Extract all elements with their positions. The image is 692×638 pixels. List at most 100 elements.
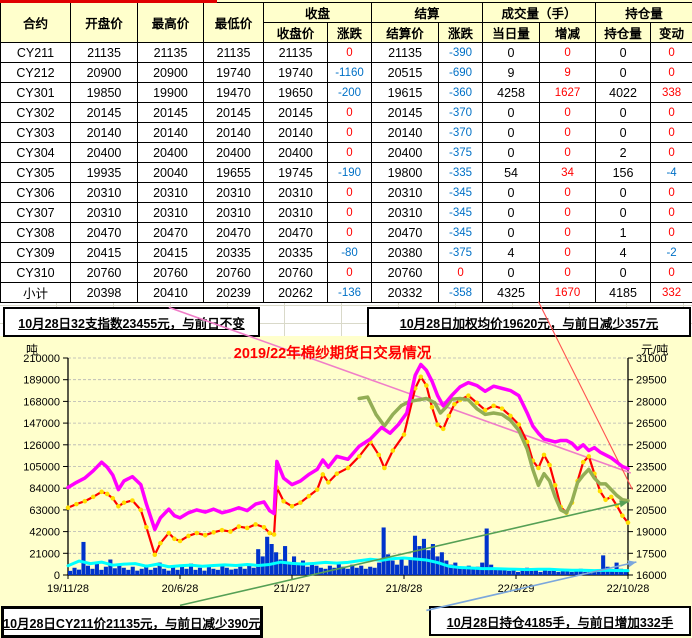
settle-cell[interactable]: 19800: [372, 163, 439, 183]
high-cell[interactable]: 20310: [138, 183, 204, 203]
volume-cell[interactable]: 0: [483, 203, 540, 223]
low-cell[interactable]: 20335: [204, 243, 264, 263]
col-header-volume-chg[interactable]: 增减: [540, 23, 596, 43]
low-cell[interactable]: 19470: [204, 83, 264, 103]
oi-chg-cell[interactable]: 0: [651, 63, 692, 83]
high-cell[interactable]: 20760: [138, 263, 204, 283]
contract-cell[interactable]: CY307: [1, 203, 71, 223]
oi-chg-cell[interactable]: -2: [651, 243, 692, 263]
close-cell[interactable]: 19745: [264, 163, 328, 183]
close-cell[interactable]: 19740: [264, 63, 328, 83]
settle-cell[interactable]: 20400: [372, 143, 439, 163]
open-cell[interactable]: 20760: [71, 263, 138, 283]
settle-cell[interactable]: 20310: [372, 203, 439, 223]
close-chg-cell[interactable]: 0: [328, 183, 372, 203]
close-cell[interactable]: 20760: [264, 263, 328, 283]
col-group-volume[interactable]: 成交量（手）: [483, 3, 596, 23]
volume-cell[interactable]: 54: [483, 163, 540, 183]
cy211-price-note-box[interactable]: 10月28日CY211价21135元，与前日减少390元: [1, 606, 263, 638]
oi-chg-cell[interactable]: 0: [651, 103, 692, 123]
oi-chg-cell[interactable]: 0: [651, 183, 692, 203]
close-cell[interactable]: 20310: [264, 183, 328, 203]
close-chg-cell[interactable]: -200: [328, 83, 372, 103]
oi-cell[interactable]: 0: [596, 263, 651, 283]
volume-chg-cell[interactable]: 0: [540, 263, 596, 283]
col-header-low[interactable]: 最低价: [204, 3, 264, 43]
volume-cell[interactable]: 0: [483, 43, 540, 63]
contract-cell[interactable]: CY302: [1, 103, 71, 123]
open-cell[interactable]: 20310: [71, 203, 138, 223]
open-cell[interactable]: 20900: [71, 63, 138, 83]
high-cell[interactable]: 20415: [138, 243, 204, 263]
volume-cell[interactable]: 0: [483, 103, 540, 123]
open-cell[interactable]: 20398: [71, 283, 138, 303]
settle-cell[interactable]: 20332: [372, 283, 439, 303]
close-chg-cell[interactable]: -190: [328, 163, 372, 183]
open-cell[interactable]: 20145: [71, 103, 138, 123]
contract-cell[interactable]: CY310: [1, 263, 71, 283]
volume-chg-cell[interactable]: 1627: [540, 83, 596, 103]
settle-chg-cell[interactable]: -390: [439, 43, 483, 63]
high-cell[interactable]: 20140: [138, 123, 204, 143]
settle-cell[interactable]: 20380: [372, 243, 439, 263]
volume-chg-cell[interactable]: 0: [540, 203, 596, 223]
oi-chg-cell[interactable]: -4: [651, 163, 692, 183]
high-cell[interactable]: 20400: [138, 143, 204, 163]
col-group-settle[interactable]: 结算: [372, 3, 483, 23]
close-chg-cell[interactable]: 0: [328, 143, 372, 163]
settle-cell[interactable]: 20760: [372, 263, 439, 283]
col-header-oi-chg[interactable]: 变动: [651, 23, 692, 43]
volume-chg-cell[interactable]: 9: [540, 63, 596, 83]
volume-cell[interactable]: 0: [483, 263, 540, 283]
settle-cell[interactable]: 20470: [372, 223, 439, 243]
volume-chg-cell[interactable]: 0: [540, 123, 596, 143]
oi-cell[interactable]: 0: [596, 203, 651, 223]
index-note-box[interactable]: 10月28日32支指数23455元，与前日不变: [3, 307, 260, 337]
low-cell[interactable]: 20140: [204, 123, 264, 143]
oi-chg-cell[interactable]: 0: [651, 143, 692, 163]
avg-price-note-box[interactable]: 10月28日加权均价19620元，与前日减少357元: [367, 307, 691, 337]
col-header-close-chg[interactable]: 涨跌: [328, 23, 372, 43]
contract-cell[interactable]: CY212: [1, 63, 71, 83]
low-cell[interactable]: 20145: [204, 103, 264, 123]
low-cell[interactable]: 19740: [204, 63, 264, 83]
close-chg-cell[interactable]: -80: [328, 243, 372, 263]
oi-chg-cell[interactable]: 332: [651, 283, 692, 303]
settle-cell[interactable]: 20310: [372, 183, 439, 203]
close-chg-cell[interactable]: 0: [328, 123, 372, 143]
low-cell[interactable]: 20239: [204, 283, 264, 303]
oi-cell[interactable]: 4022: [596, 83, 651, 103]
open-cell[interactable]: 19935: [71, 163, 138, 183]
open-cell[interactable]: 20400: [71, 143, 138, 163]
settle-chg-cell[interactable]: -375: [439, 243, 483, 263]
open-cell[interactable]: 20310: [71, 183, 138, 203]
close-chg-cell[interactable]: 0: [328, 203, 372, 223]
col-header-volume[interactable]: 当日量: [483, 23, 540, 43]
col-header-settle-chg[interactable]: 涨跌: [439, 23, 483, 43]
oi-cell[interactable]: 0: [596, 103, 651, 123]
volume-cell[interactable]: 9: [483, 63, 540, 83]
close-chg-cell[interactable]: 0: [328, 223, 372, 243]
close-cell[interactable]: 20262: [264, 283, 328, 303]
oi-chg-cell[interactable]: 0: [651, 123, 692, 143]
settle-chg-cell[interactable]: -345: [439, 203, 483, 223]
high-cell[interactable]: 19900: [138, 83, 204, 103]
oi-chg-cell[interactable]: 0: [651, 263, 692, 283]
high-cell[interactable]: 20040: [138, 163, 204, 183]
contract-cell[interactable]: CY303: [1, 123, 71, 143]
settle-cell[interactable]: 20515: [372, 63, 439, 83]
high-cell[interactable]: 20310: [138, 203, 204, 223]
open-interest-note-box[interactable]: 10月28日持仓4185手，与前日增加332手: [429, 606, 691, 636]
close-cell[interactable]: 20470: [264, 223, 328, 243]
col-header-close[interactable]: 收盘价: [264, 23, 328, 43]
volume-chg-cell[interactable]: 34: [540, 163, 596, 183]
oi-cell[interactable]: 2: [596, 143, 651, 163]
volume-cell[interactable]: 0: [483, 183, 540, 203]
volume-chg-cell[interactable]: 0: [540, 223, 596, 243]
open-cell[interactable]: 20470: [71, 223, 138, 243]
settle-cell[interactable]: 21135: [372, 43, 439, 63]
close-cell[interactable]: 19650: [264, 83, 328, 103]
oi-cell[interactable]: 4: [596, 243, 651, 263]
settle-chg-cell[interactable]: -345: [439, 223, 483, 243]
volume-cell[interactable]: 0: [483, 123, 540, 143]
